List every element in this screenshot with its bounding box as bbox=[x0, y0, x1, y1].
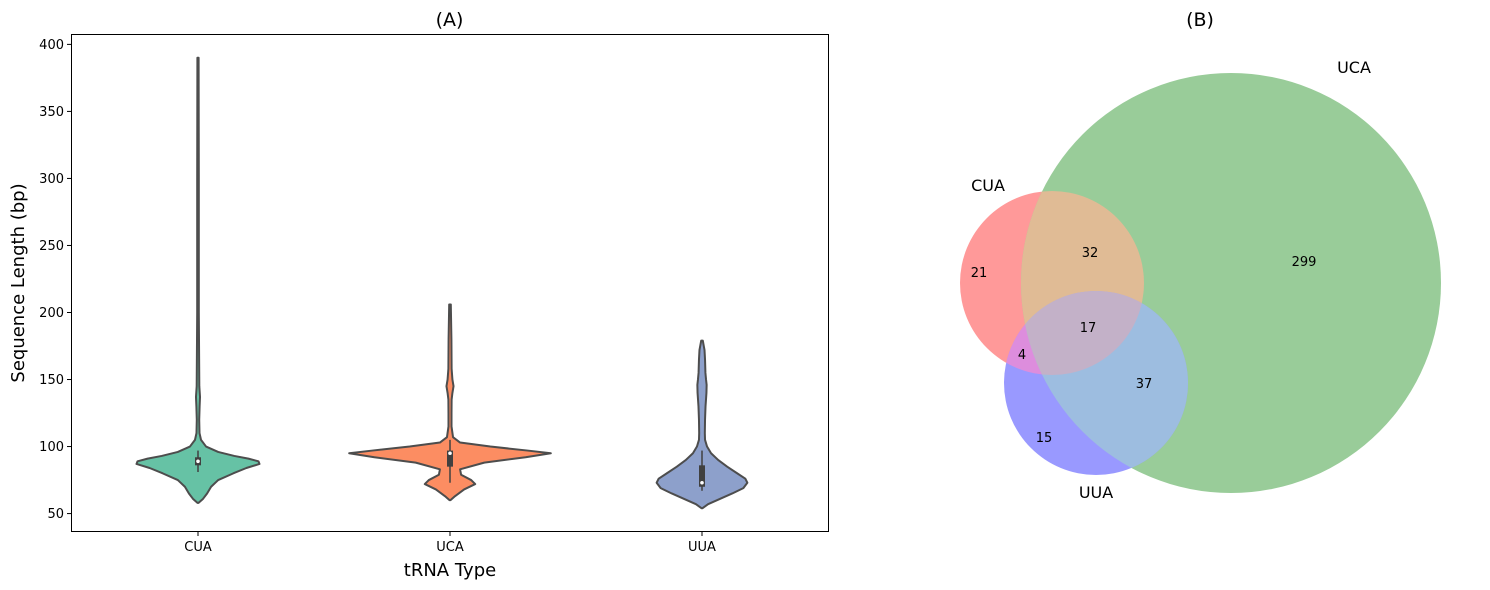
violin-group bbox=[135, 56, 749, 510]
y-axis: 50 100 150 200 250 300 350 400 bbox=[39, 38, 72, 522]
venn-count-all-three: 17 bbox=[1080, 321, 1097, 336]
venn-count-uca-uua: 37 bbox=[1136, 377, 1153, 392]
venn-count-uca-only: 299 bbox=[1292, 255, 1317, 270]
venn-title: (B) bbox=[1186, 9, 1214, 31]
violin-median bbox=[196, 459, 200, 464]
y-tick-label: 250 bbox=[39, 239, 64, 254]
violin-panel: (A) 50 100 150 200 250 300 350 400 CUA UCA UUA tR… bbox=[8, 9, 829, 581]
venn-region-uca-uua bbox=[1021, 291, 1188, 475]
x-tick-label: UCA bbox=[436, 540, 464, 555]
y-axis-label: Sequence Length (bp) bbox=[8, 183, 29, 382]
venn-count-cua-only: 21 bbox=[971, 266, 988, 281]
venn-set-label-uua: UUA bbox=[1079, 483, 1113, 502]
venn-region-all-three bbox=[1021, 291, 1144, 375]
venn-count-cua-uca: 32 bbox=[1082, 246, 1099, 261]
x-tick-label: UUA bbox=[688, 540, 716, 555]
venn-count-uua-only: 15 bbox=[1036, 431, 1053, 446]
y-tick-label: 150 bbox=[39, 373, 64, 388]
venn-panel: (B) UCA CUA UUA 21 32 299 17 4 37 15 bbox=[960, 9, 1441, 502]
violin-title: (A) bbox=[436, 9, 464, 31]
y-tick-label: 50 bbox=[47, 507, 64, 522]
y-tick-label: 350 bbox=[39, 105, 64, 120]
y-tick-label: 300 bbox=[39, 172, 64, 187]
x-tick-label: CUA bbox=[184, 540, 212, 555]
x-axis: CUA UCA UUA bbox=[184, 531, 716, 555]
violin-body-cua bbox=[135, 56, 261, 504]
venn-set-label-cua: CUA bbox=[971, 176, 1005, 195]
y-tick-label: 200 bbox=[39, 306, 64, 321]
x-axis-label: tRNA Type bbox=[404, 560, 496, 581]
violin-box bbox=[447, 450, 453, 467]
violin-box bbox=[699, 465, 705, 487]
violin-body-uca bbox=[348, 303, 552, 502]
violin-body-uua bbox=[655, 339, 749, 510]
violin-median bbox=[700, 480, 704, 485]
y-tick-label: 100 bbox=[39, 440, 64, 455]
violin-median bbox=[448, 451, 452, 456]
venn-count-cua-uua: 4 bbox=[1018, 348, 1026, 363]
venn-set-label-uca: UCA bbox=[1337, 58, 1371, 77]
y-tick-label: 400 bbox=[39, 38, 64, 53]
